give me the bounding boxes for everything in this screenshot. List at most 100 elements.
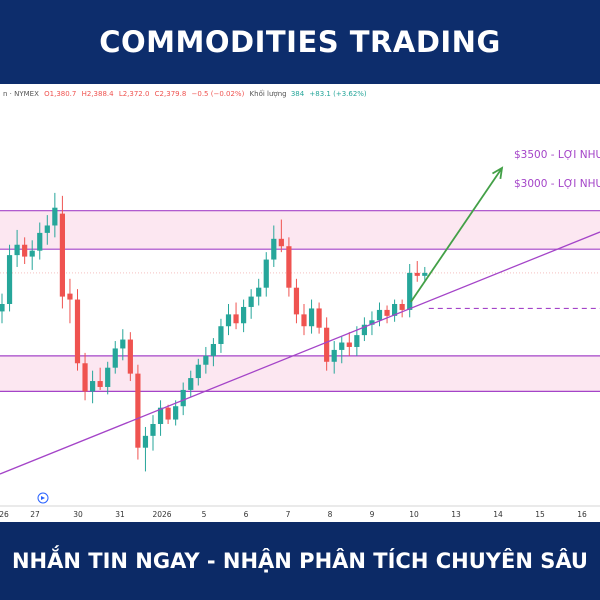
candle (74, 289, 81, 371)
candle (203, 346, 209, 374)
candle (339, 336, 345, 364)
candle (180, 382, 186, 416)
candle-body (157, 407, 164, 424)
candle-body (188, 378, 194, 390)
candle (165, 404, 171, 424)
candle (271, 225, 277, 267)
candles-layer (0, 192, 428, 472)
candle-body (422, 272, 428, 276)
candle (286, 237, 292, 297)
candle-body (37, 232, 43, 251)
candle-body (97, 381, 103, 387)
candle-body (286, 246, 292, 288)
candle-body (233, 314, 239, 324)
candle-body (142, 435, 149, 448)
candle (112, 341, 118, 374)
candle (256, 278, 262, 306)
candle-body (293, 287, 300, 315)
ohlc-low: L2,372.0 (119, 90, 150, 98)
candle-body (369, 320, 375, 325)
candle (241, 299, 247, 333)
candle (414, 261, 420, 282)
candle-body (180, 389, 186, 407)
candle (37, 222, 43, 260)
candle (52, 192, 58, 238)
candle (392, 299, 398, 322)
candle (346, 332, 352, 356)
candle (120, 329, 126, 361)
candle (157, 400, 164, 436)
candle-body (82, 363, 88, 392)
candle-body (218, 326, 224, 344)
candle-body (248, 296, 254, 307)
candle (316, 302, 322, 334)
candle-body (22, 244, 28, 257)
ohlc-close: C2,379.8 (155, 90, 187, 98)
candle-body (256, 287, 262, 297)
replay-icon-arrow (41, 496, 45, 500)
x-tick-label: 27 (30, 510, 40, 519)
candle-body (278, 238, 284, 247)
candle-body (0, 304, 5, 312)
candle-body (165, 407, 171, 420)
candle (67, 278, 73, 324)
candle (82, 352, 88, 401)
replay-icon-circle (37, 492, 49, 504)
volume-label: Khối lượng (250, 90, 287, 98)
candle-body (14, 244, 20, 256)
candle (0, 293, 5, 324)
candle-body (316, 308, 322, 328)
candle-body (105, 367, 111, 387)
candle (195, 358, 201, 386)
x-tick-label: 9 (370, 510, 375, 519)
candle-body (308, 308, 315, 327)
x-tick-label: 7 (286, 510, 291, 519)
target-label: $3500 - LỢI NHUẬN (514, 148, 600, 161)
chart-panel: n · NYMEX O1,380.7 H2,388.4 L2,372.0 C2,… (0, 84, 600, 522)
candle (361, 317, 367, 342)
candle (278, 219, 284, 253)
candle (248, 289, 254, 319)
page-title: COMMODITIES TRADING (99, 25, 501, 59)
target-label: $3000 - LỢI NHUẬN (514, 177, 600, 190)
candle (188, 370, 194, 398)
candle (142, 426, 149, 472)
candle-body (301, 314, 307, 327)
candle-body (127, 339, 133, 374)
ohlc-readout: n · NYMEX O1,380.7 H2,388.4 L2,372.0 C2,… (3, 90, 367, 98)
zones-layer (0, 210, 600, 393)
candle (135, 364, 141, 460)
x-tick-label: 31 (115, 510, 125, 519)
candle-body (59, 213, 65, 297)
candle (44, 215, 50, 245)
candle (233, 302, 239, 330)
candle-body (29, 250, 35, 257)
projection-arrow-head (492, 166, 504, 180)
x-tick-label: 6 (244, 510, 249, 519)
x-tick-label: 14 (493, 510, 503, 519)
candle-body (354, 335, 360, 347)
replay-icon (37, 492, 49, 504)
ohlc-open: O1,380.7 (44, 90, 76, 98)
candle-body (52, 207, 58, 226)
candle-body (203, 355, 209, 365)
header-banner: COMMODITIES TRADING (0, 0, 600, 84)
candle (150, 415, 156, 451)
footer-banner[interactable]: NHẮN TIN NGAY - NHẬN PHÂN TÍCH CHUYÊN SÂ… (0, 522, 600, 600)
candle (29, 240, 35, 270)
candle-body (195, 364, 201, 379)
ohlc-change: −0.5 (−0.02%) (192, 90, 245, 98)
candle (308, 299, 315, 334)
candle-body (407, 272, 413, 310)
candle (6, 244, 13, 312)
candle-body (392, 304, 398, 316)
candle (301, 304, 307, 336)
candle-body (339, 342, 345, 350)
x-tick-label: 2026 (152, 510, 171, 519)
candle (218, 318, 224, 353)
candle (399, 299, 405, 318)
price-chart: n · NYMEX O1,380.7 H2,388.4 L2,372.0 C2,… (0, 90, 600, 519)
x-axis: 26 27 30 31 2026 5 6 7 8 9 10 13 14 15 16 (0, 492, 600, 519)
candle (105, 361, 111, 395)
candle-body (67, 293, 73, 300)
